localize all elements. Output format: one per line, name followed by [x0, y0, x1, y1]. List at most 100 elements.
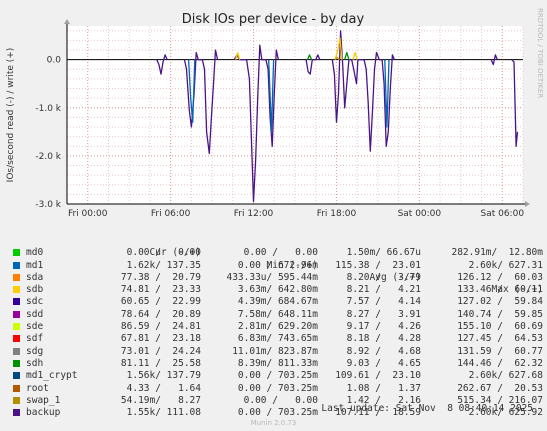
x-tick-label: Sat 06:00: [480, 209, 524, 219]
x-tick-label: Fri 12:00: [234, 209, 274, 219]
legend-min: 0.00 / 0.00: [243, 394, 318, 406]
legend-avg: 109.61 / 23.10: [335, 370, 421, 382]
legend-cur: 54.19m/ 8.27: [120, 394, 201, 406]
legend-name: md0: [26, 247, 44, 259]
legend-row-sda: sda 77.38 / 20.79 433.33u/ 595.44m 8.20 / 3…: [10, 272, 543, 284]
legend-cur: 74.81 / 23.33: [120, 284, 201, 296]
legend-row-sdg: sdg 73.01 / 24.24 11.01m/ 823.87m 8.92 / 4.…: [10, 346, 543, 358]
series-line-backup: [156, 30, 519, 203]
legend-max: 2.60k/ 625.92: [468, 407, 543, 419]
legend-name: backup: [26, 407, 61, 419]
legend-cur: 1.55k/ 111.08: [126, 407, 201, 419]
legend: Cur (-/+) Min (-/+) Avg (-/+) Max (-/+) …: [10, 235, 543, 419]
legend-row-swap-1: swap_1 54.19m/ 8.27 0.00 / 0.00 1.42 / 2.16…: [10, 395, 543, 407]
legend-avg: 1.50m/ 66.67u: [346, 247, 421, 259]
legend-cur: 81.11 / 25.58: [120, 357, 201, 369]
x-axis-arrow: [525, 201, 530, 207]
legend-swatch: [13, 347, 20, 355]
legend-name: root: [26, 382, 49, 394]
legend-max: 127.02 / 59.84: [457, 296, 543, 308]
legend-cur: 0.00 / 0.00: [126, 247, 201, 259]
rrdtool-watermark: RRDTOOL / TOBI OETIKER: [536, 8, 544, 98]
legend-avg: 8.27 / 3.91: [346, 308, 421, 320]
y-tick-label: -1.0 k: [35, 104, 61, 114]
y-tick-labels: 0.0 -1.0 k -2.0 k -3.0 k: [35, 56, 61, 210]
y-tick-label: -3.0 k: [35, 200, 61, 210]
legend-avg: 8.21 / 4.21: [346, 284, 421, 296]
legend-row-sdc: sdc 60.65 / 22.99 4.39m/ 684.67m 7.57 / 4.1…: [10, 296, 543, 308]
legend-cur: 1.62k/ 137.35: [126, 259, 201, 271]
legend-row-sdb: sdb 74.81 / 23.33 3.63m/ 642.80m 8.21 / 4.2…: [10, 284, 543, 296]
x-tick-label: Sat 00:00: [398, 209, 442, 219]
col-min: Min (-/+): [266, 259, 318, 271]
legend-swatch: [13, 384, 20, 392]
legend-min: 8.39m/ 811.33m: [237, 357, 318, 369]
legend-name: swap_1: [26, 394, 61, 406]
legend-avg: 8.20 / 3.79: [346, 271, 421, 283]
legend-min: 0.00 / 0.00: [243, 247, 318, 259]
series-line-sda: [187, 59, 390, 133]
legend-cur: 67.81 / 23.18: [120, 333, 201, 345]
legend-name: md1: [26, 259, 44, 271]
legend-cur: 1.56k/ 137.79: [126, 370, 201, 382]
legend-swatch: [13, 359, 20, 367]
legend-row-backup: backup 1.55k/ 111.08 0.00 / 703.25m 107.11 …: [10, 407, 543, 419]
legend-max: 144.46 / 62.32: [457, 357, 543, 369]
y-tick-label: -2.0 k: [35, 152, 61, 162]
legend-avg: 8.18 / 4.28: [346, 333, 421, 345]
legend-swatch: [13, 409, 20, 417]
legend-swatch: [13, 249, 20, 257]
legend-name: sda: [26, 271, 44, 283]
legend-max: 133.46 / 60.11: [457, 284, 543, 296]
legend-min: 6.83m/ 743.65m: [237, 333, 318, 345]
legend-max: 2.60k/ 627.31: [468, 259, 543, 271]
series-line-sdg: [234, 37, 358, 60]
legend-name: sdd: [26, 308, 44, 320]
legend-name: sdh: [26, 357, 44, 369]
x-tick-label: Fri 00:00: [68, 209, 108, 219]
legend-name: sdg: [26, 345, 44, 357]
legend-min: 0.00 / 703.25m: [237, 382, 318, 394]
munin-version: Munin 2.0.73: [250, 419, 297, 427]
legend-min: 0.00 / 703.25m: [237, 370, 318, 382]
legend-min: 2.81m/ 629.20m: [237, 321, 318, 333]
col-max: Max (-/+): [491, 284, 543, 296]
legend-avg: 7.57 / 4.14: [346, 296, 421, 308]
legend-max: 262.67 / 20.53: [457, 382, 543, 394]
x-tick-label: Fri 06:00: [151, 209, 191, 219]
legend-swatch: [13, 396, 20, 404]
col-cur: Cur (-/+): [149, 247, 201, 259]
legend-cur: 77.38 / 20.79: [120, 271, 201, 283]
y-axis-arrow: [64, 19, 70, 24]
legend-row-md1-crypt: md1_crypt 1.56k/ 137.79 0.00 / 703.25m 109.…: [10, 370, 543, 382]
legend-min: 7.58m/ 648.11m: [237, 308, 318, 320]
last-update: Last update: Sat Nov 8 08:40:14 2025: [321, 403, 533, 414]
legend-row-sde: sde 86.59 / 24.81 2.81m/ 629.20m 9.17 / 4.2…: [10, 321, 543, 333]
legend-swatch: [13, 323, 20, 331]
legend-name: sdb: [26, 284, 44, 296]
legend-max: 282.91m/ 12.80m: [451, 247, 543, 259]
y-axis-label: IOs/second read (-) / write (+): [6, 48, 16, 183]
col-avg: Avg (-/+): [369, 271, 421, 283]
legend-min: 4.39m/ 684.67m: [237, 296, 318, 308]
legend-row-sdf: sdf 67.81 / 23.18 6.83m/ 743.65m 8.18 / 4.2…: [10, 333, 543, 345]
legend-max: 2.60k/ 627.68: [468, 370, 543, 382]
legend-name: sdf: [26, 333, 44, 345]
legend-row-md1: md1 1.62k/ 137.35 0.00 / 672.96m 115.38 / 2…: [10, 260, 543, 272]
legend-swatch: [13, 261, 20, 269]
legend-name: md1_crypt: [26, 370, 78, 382]
legend-avg: 9.17 / 4.26: [346, 321, 421, 333]
x-tick-label: Fri 18:00: [317, 209, 357, 219]
series-line-sdh: [306, 51, 350, 60]
x-tick-labels: Fri 00:00 Fri 06:00 Fri 12:00 Fri 18:00 Sat …: [68, 209, 524, 219]
legend-max: 126.12 / 60.03: [457, 271, 543, 283]
legend-max: 515.34 / 216.07: [457, 394, 543, 406]
series-lines: [67, 30, 523, 203]
legend-min: 433.33u/ 595.44m: [226, 271, 318, 283]
chart-title: Disk IOs per device - by day: [182, 12, 365, 27]
legend-swatch: [13, 273, 20, 281]
legend-max: 131.59 / 60.77: [457, 345, 543, 357]
legend-swatch: [13, 286, 20, 294]
legend-avg: 1.42 / 2.16: [346, 394, 421, 406]
